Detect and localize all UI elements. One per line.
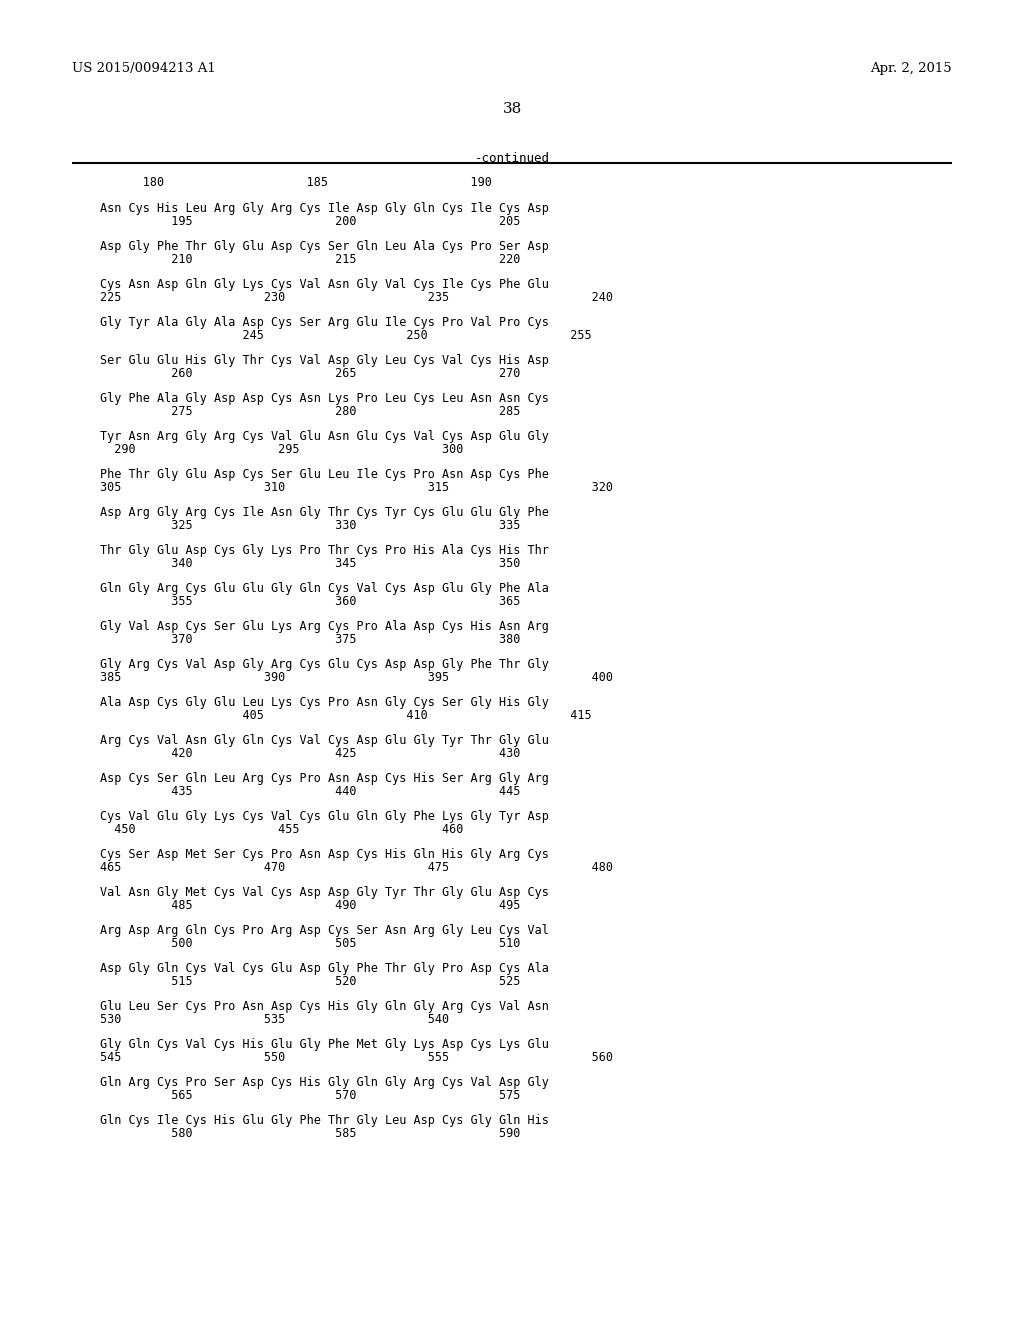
Text: Gln Arg Cys Pro Ser Asp Cys His Gly Gln Gly Arg Cys Val Asp Gly: Gln Arg Cys Pro Ser Asp Cys His Gly Gln … [100,1076,549,1089]
Text: 355                    360                    365: 355 360 365 [100,595,520,609]
Text: 465                    470                    475                    480: 465 470 475 480 [100,861,613,874]
Text: Glu Leu Ser Cys Pro Asn Asp Cys His Gly Gln Gly Arg Cys Val Asn: Glu Leu Ser Cys Pro Asn Asp Cys His Gly … [100,1001,549,1012]
Text: 340                    345                    350: 340 345 350 [100,557,520,570]
Text: 225                    230                    235                    240: 225 230 235 240 [100,290,613,304]
Text: 385                    390                    395                    400: 385 390 395 400 [100,671,613,684]
Text: Gly Val Asp Cys Ser Glu Lys Arg Cys Pro Ala Asp Cys His Asn Arg: Gly Val Asp Cys Ser Glu Lys Arg Cys Pro … [100,620,549,634]
Text: Cys Asn Asp Gln Gly Lys Cys Val Asn Gly Val Cys Ile Cys Phe Glu: Cys Asn Asp Gln Gly Lys Cys Val Asn Gly … [100,279,549,290]
Text: Asp Gly Gln Cys Val Cys Glu Asp Gly Phe Thr Gly Pro Asp Cys Ala: Asp Gly Gln Cys Val Cys Glu Asp Gly Phe … [100,962,549,975]
Text: 195                    200                    205: 195 200 205 [100,215,520,228]
Text: 435                    440                    445: 435 440 445 [100,785,520,799]
Text: Ala Asp Cys Gly Glu Leu Lys Cys Pro Asn Gly Cys Ser Gly His Gly: Ala Asp Cys Gly Glu Leu Lys Cys Pro Asn … [100,696,549,709]
Text: Val Asn Gly Met Cys Val Cys Asp Asp Gly Tyr Thr Gly Glu Asp Cys: Val Asn Gly Met Cys Val Cys Asp Asp Gly … [100,886,549,899]
Text: 420                    425                    430: 420 425 430 [100,747,520,760]
Text: 545                    550                    555                    560: 545 550 555 560 [100,1051,613,1064]
Text: Gln Cys Ile Cys His Glu Gly Phe Thr Gly Leu Asp Cys Gly Gln His: Gln Cys Ile Cys His Glu Gly Phe Thr Gly … [100,1114,549,1127]
Text: Asp Arg Gly Arg Cys Ile Asn Gly Thr Cys Tyr Cys Glu Glu Gly Phe: Asp Arg Gly Arg Cys Ile Asn Gly Thr Cys … [100,506,549,519]
Text: Arg Asp Arg Gln Cys Pro Arg Asp Cys Ser Asn Arg Gly Leu Cys Val: Arg Asp Arg Gln Cys Pro Arg Asp Cys Ser … [100,924,549,937]
Text: Ser Glu Glu His Gly Thr Cys Val Asp Gly Leu Cys Val Cys His Asp: Ser Glu Glu His Gly Thr Cys Val Asp Gly … [100,354,549,367]
Text: Gly Tyr Ala Gly Ala Asp Cys Ser Arg Glu Ile Cys Pro Val Pro Cys: Gly Tyr Ala Gly Ala Asp Cys Ser Arg Glu … [100,315,549,329]
Text: Asn Cys His Leu Arg Gly Arg Cys Ile Asp Gly Gln Cys Ile Cys Asp: Asn Cys His Leu Arg Gly Arg Cys Ile Asp … [100,202,549,215]
Text: 405                    410                    415: 405 410 415 [100,709,592,722]
Text: Cys Ser Asp Met Ser Cys Pro Asn Asp Cys His Gln His Gly Arg Cys: Cys Ser Asp Met Ser Cys Pro Asn Asp Cys … [100,847,549,861]
Text: Asp Gly Phe Thr Gly Glu Asp Cys Ser Gln Leu Ala Cys Pro Ser Asp: Asp Gly Phe Thr Gly Glu Asp Cys Ser Gln … [100,240,549,253]
Text: 275                    280                    285: 275 280 285 [100,405,520,418]
Text: Thr Gly Glu Asp Cys Gly Lys Pro Thr Cys Pro His Ala Cys His Thr: Thr Gly Glu Asp Cys Gly Lys Pro Thr Cys … [100,544,549,557]
Text: 245                    250                    255: 245 250 255 [100,329,592,342]
Text: Tyr Asn Arg Gly Arg Cys Val Glu Asn Glu Cys Val Cys Asp Glu Gly: Tyr Asn Arg Gly Arg Cys Val Glu Asn Glu … [100,430,549,444]
Text: Gly Arg Cys Val Asp Gly Arg Cys Glu Cys Asp Asp Gly Phe Thr Gly: Gly Arg Cys Val Asp Gly Arg Cys Glu Cys … [100,657,549,671]
Text: Gly Gln Cys Val Cys His Glu Gly Phe Met Gly Lys Asp Cys Lys Glu: Gly Gln Cys Val Cys His Glu Gly Phe Met … [100,1038,549,1051]
Text: Gln Gly Arg Cys Glu Glu Gly Gln Cys Val Cys Asp Glu Gly Phe Ala: Gln Gly Arg Cys Glu Glu Gly Gln Cys Val … [100,582,549,595]
Text: -continued: -continued [474,152,550,165]
Text: 305                    310                    315                    320: 305 310 315 320 [100,480,613,494]
Text: Cys Val Glu Gly Lys Cys Val Cys Glu Gln Gly Phe Lys Gly Tyr Asp: Cys Val Glu Gly Lys Cys Val Cys Glu Gln … [100,810,549,822]
Text: Arg Cys Val Asn Gly Gln Cys Val Cys Asp Glu Gly Tyr Thr Gly Glu: Arg Cys Val Asn Gly Gln Cys Val Cys Asp … [100,734,549,747]
Text: 500                    505                    510: 500 505 510 [100,937,520,950]
Text: Gly Phe Ala Gly Asp Asp Cys Asn Lys Pro Leu Cys Leu Asn Asn Cys: Gly Phe Ala Gly Asp Asp Cys Asn Lys Pro … [100,392,549,405]
Text: 290                    295                    300: 290 295 300 [100,444,464,455]
Text: 370                    375                    380: 370 375 380 [100,634,520,645]
Text: Phe Thr Gly Glu Asp Cys Ser Glu Leu Ile Cys Pro Asn Asp Cys Phe: Phe Thr Gly Glu Asp Cys Ser Glu Leu Ile … [100,469,549,480]
Text: Asp Cys Ser Gln Leu Arg Cys Pro Asn Asp Cys His Ser Arg Gly Arg: Asp Cys Ser Gln Leu Arg Cys Pro Asn Asp … [100,772,549,785]
Text: 210                    215                    220: 210 215 220 [100,253,520,267]
Text: 450                    455                    460: 450 455 460 [100,822,464,836]
Text: 565                    570                    575: 565 570 575 [100,1089,520,1102]
Text: 485                    490                    495: 485 490 495 [100,899,520,912]
Text: Apr. 2, 2015: Apr. 2, 2015 [870,62,952,75]
Text: 180                    185                    190: 180 185 190 [100,176,492,189]
Text: 515                    520                    525: 515 520 525 [100,975,520,987]
Text: 38: 38 [503,102,521,116]
Text: 580                    585                    590: 580 585 590 [100,1127,520,1140]
Text: US 2015/0094213 A1: US 2015/0094213 A1 [72,62,216,75]
Text: 260                    265                    270: 260 265 270 [100,367,520,380]
Text: 325                    330                    335: 325 330 335 [100,519,520,532]
Text: 530                    535                    540: 530 535 540 [100,1012,450,1026]
